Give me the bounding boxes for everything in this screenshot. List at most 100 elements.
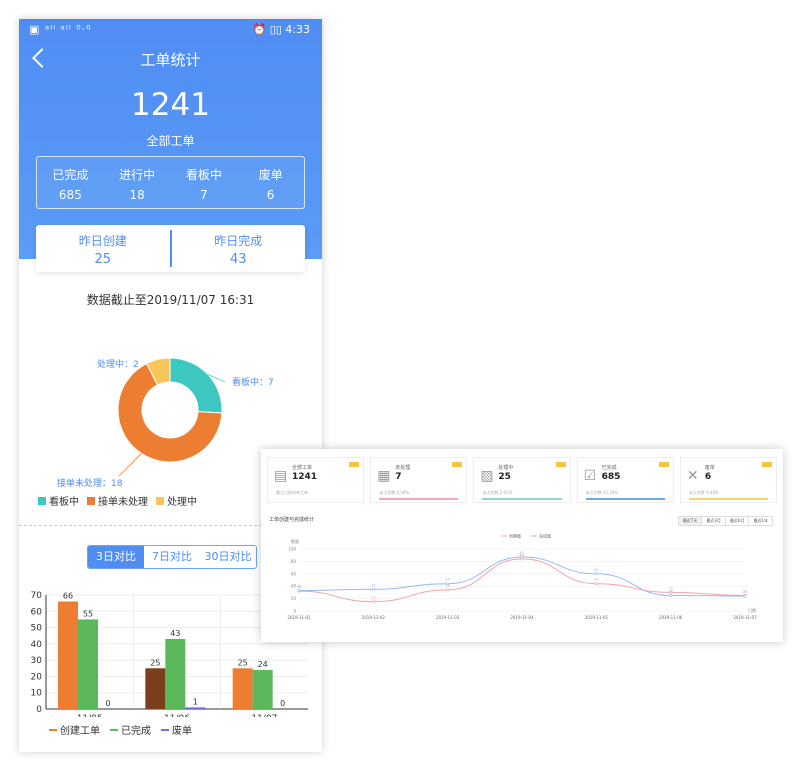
kpi-value: 7 [395,472,402,482]
kpi-label: 废单 [704,465,715,471]
tab-last-1-year[interactable]: 最近1年 [748,516,773,526]
x-tick-label: 2019-11-04 [510,615,534,620]
kpi-label: 已完成 [601,465,617,471]
donut-leader-line [118,453,142,477]
status-on-board: 看板中 7 [171,157,238,208]
yesterday-value: 25 [94,252,112,267]
data-label: 30 [668,586,672,590]
legend-item[interactable]: 已完成 [110,722,151,737]
donut-legend: 看板中 接单未处理 处理中 [38,493,197,508]
donut-chart: 看板中：7 接单未处理：18 处理中：2 [57,357,274,489]
legend-item[interactable]: 废单 [161,722,192,737]
tab-30-day[interactable]: 30日对比 [200,546,256,568]
divider [169,230,172,267]
kpi-card-processing[interactable]: ▧ 处理中 25 未占总数 2.01% [473,457,571,503]
kpi-row: ▤ 全部工单 1241 截止日前所有工单 ▦ 未处理 7 未占总数 0.56% … [267,457,778,503]
y-tick-label: 0 [293,609,296,614]
kpi-label: 处理中 [498,465,514,471]
legend-swatch [38,496,46,505]
kpi-badge [555,462,566,467]
legend-item[interactable]: 看板中 [38,493,79,508]
x-tick-label: 2019-11-05 [585,615,609,620]
y-tick-label: 30 [31,656,43,666]
y-tick-label: 20 [31,672,43,682]
x-tick-label: 2019-11-02 [362,615,386,620]
data-point [594,572,598,576]
legend-swatch [87,496,95,505]
status-value: 685 [58,188,82,202]
tab-last-6-months[interactable]: 最近6月 [724,516,750,526]
bar [232,668,253,709]
kpi-label: 全部工单 [292,465,313,471]
data-label: 25 [668,590,672,594]
bar [185,707,206,709]
legend-label: 创建工单 [60,726,100,737]
comparison-tabs: 3日对比 7日对比 30日对比 [87,545,257,569]
y-tick-label: 80 [291,559,297,564]
checkbox-icon: ☑ [583,468,597,484]
status-bar: ▣ ᵃᴵˡ ᵃᴵˡ ⁰·⁰ ⏰ ▯▯ 4:33 [19,19,322,41]
legend-swatch [161,728,169,731]
legend-item[interactable]: 处理中 [156,493,197,508]
data-point [446,582,450,586]
kpi-card-void[interactable]: ✕ 废单 6 未占总数 0.48% [679,457,778,503]
kpi-sub: 未占总数 55.20% [585,490,619,495]
void-document-icon: ✕ [686,468,699,484]
bar-value-label: 0 [280,699,285,708]
data-point [371,587,375,591]
kpi-value: 685 [601,472,621,482]
x-tick-label: 2019-11-03 [436,615,460,620]
y-tick-label: 0 [36,705,42,715]
yesterday-completed: 昨日完成 43 [172,225,306,272]
x-tick-label: 11/07 [251,714,277,717]
legend-item[interactable]: 创建工单 [49,722,100,737]
data-label: 87 [520,551,524,555]
yesterday-label: 昨日完成 [214,234,263,248]
header-panel: ▣ ᵃᴵˡ ᵃᴵˡ ⁰·⁰ ⏰ ▯▯ 4:33 工单统计 1241 全部工单 已… [19,19,322,259]
kpi-card-unprocessed[interactable]: ▦ 未处理 7 未占总数 0.56% [370,457,468,503]
tab-last-3-months[interactable]: 最近3月 [701,516,726,526]
status-summary: 已完成 685 进行中 18 看板中 7 废单 6 [36,156,305,209]
kpi-value: 6 [704,472,712,482]
yesterday-created: 昨日创建 25 [36,225,170,272]
data-label: 15 [371,596,375,600]
kpi-card-completed[interactable]: ☑ 已完成 685 未占总数 55.20% [576,457,674,503]
mobile-screen: ▣ ᵃᴵˡ ᵃᴵˡ ⁰·⁰ ⏰ ▯▯ 4:33 工单统计 1241 全部工单 已… [19,19,322,752]
kpi-progress-bar [482,498,562,500]
status-void: 废单 6 [237,157,304,208]
tab-3-day[interactable]: 3日对比 [88,546,144,568]
tab-last-7-days[interactable]: 最近7天 [677,516,703,526]
status-label: 进行中 [119,168,156,182]
yesterday-card: 昨日创建 25 昨日完成 43 [36,225,305,272]
page-title: 工单统计 [140,51,201,69]
donut-slice-label: 接单未处理：18 [57,477,123,489]
data-label: 34 [445,584,450,588]
status-label: 看板中 [185,168,222,182]
kpi-value: 1241 [292,472,318,482]
bar [252,669,273,709]
legend-label: 废单 [172,726,192,737]
data-point [669,590,673,594]
bar-value-label: 66 [63,592,73,601]
data-point [594,582,598,586]
y-tick-label: 40 [31,640,43,650]
bar [145,668,166,709]
data-label: 25 [743,590,747,594]
donut-slice [145,357,171,386]
data-point [520,555,524,559]
data-label: 33 [297,585,301,589]
data-label: 44 [445,578,450,582]
status-value: 18 [129,188,145,202]
data-label: 44 [594,578,599,582]
bar-value-label: 43 [170,629,180,638]
tab-7-day[interactable]: 7日对比 [144,546,200,568]
x-tick-label: 11/05 [77,714,103,717]
kpi-sub: 未占总数 2.01% [482,490,513,495]
x-axis-label: 日期 [748,607,756,613]
kpi-card-total[interactable]: ▤ 全部工单 1241 截止日前所有工单 [267,457,365,503]
legend-item[interactable]: 接单未处理 [87,493,148,508]
series-line [298,556,746,597]
data-label: 84 [520,553,525,557]
legend-label: 处理中 [167,497,197,508]
